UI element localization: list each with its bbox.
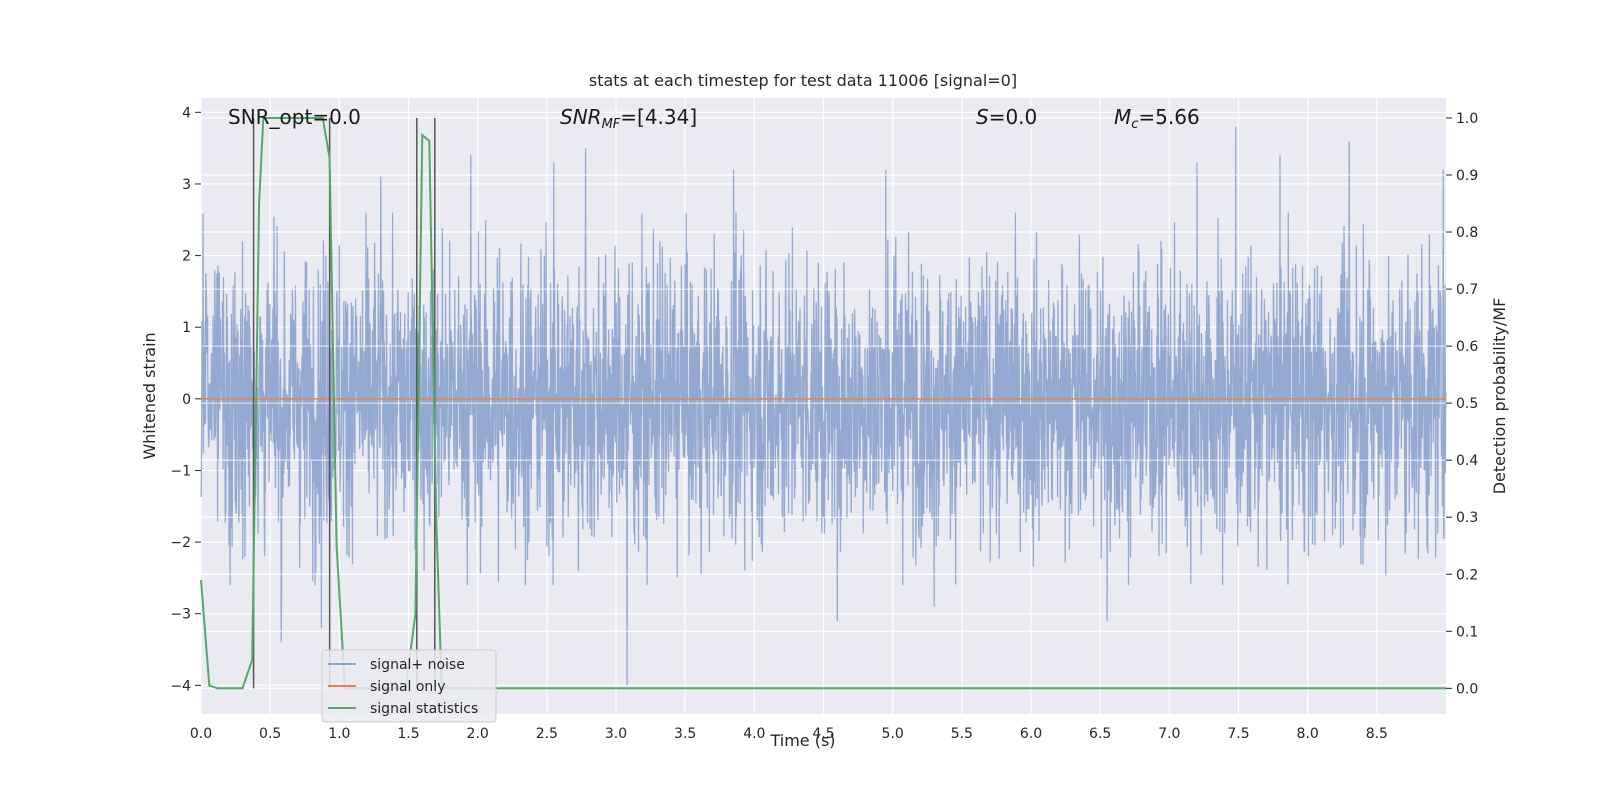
x-tick-label: 4.0 — [743, 726, 765, 742]
y2-axis-label: Detection probability/MF — [1490, 298, 1509, 495]
x-axis-ticks: 0.0 0.5 1.0 1.5 2.0 2.5 3.0 3.5 4.0 4.5 5.0 5.5 6.0 6… — [190, 726, 1388, 742]
annotation-snr-opt: SNR_opt=0.0 — [228, 105, 361, 129]
x-tick-label: 8.5 — [1366, 726, 1388, 742]
x-tick-label: 1.5 — [397, 726, 419, 742]
legend-label-signal-noise: signal+ noise — [370, 657, 465, 673]
x-tick-label: 0.5 — [259, 726, 281, 742]
series-signal-statistics — [200, 117, 1446, 690]
y2-tick-label: 0.5 — [1456, 396, 1478, 412]
snr-mf-sub: MF — [602, 117, 621, 132]
x-tick-label: 5.0 — [882, 726, 904, 742]
y2-tick-label: 0.1 — [1456, 624, 1478, 640]
y-tick-label: −2 — [170, 535, 191, 551]
annotation-mc: Mc=5.66 — [1114, 105, 1200, 132]
y2-tick-label: 0.9 — [1456, 168, 1478, 184]
y2-tick-label: 0.6 — [1456, 339, 1478, 355]
legend: signal+ noise signal only signal statist… — [321, 649, 497, 723]
y2-tick-label: 1.0 — [1456, 111, 1478, 127]
x-tick-label: 7.5 — [1227, 726, 1249, 742]
y-tick-label: −3 — [170, 607, 191, 623]
x-tick-label: 6.5 — [1089, 726, 1111, 742]
y2-tick-label: 0.0 — [1456, 681, 1478, 697]
y2-tick-label: 0.8 — [1456, 225, 1478, 241]
annotation-s: S=0.0 — [976, 105, 1037, 129]
mc-sub: c — [1131, 117, 1138, 132]
snr-mf-base: SNR — [560, 105, 602, 129]
y2-tick-label: 0.4 — [1456, 453, 1478, 469]
y-tick-label: 2 — [182, 249, 191, 265]
y-axis-ticks: 4 3 2 1 0 −1 −2 −3 −4 — [170, 105, 201, 694]
signal-statistics-line — [200, 117, 1446, 690]
s-value: =0.0 — [989, 105, 1038, 129]
s-base: S — [976, 105, 989, 129]
x-tick-label: 5.5 — [951, 726, 973, 742]
x-tick-label: 3.5 — [674, 726, 696, 742]
mc-base: M — [1114, 105, 1131, 129]
x-tick-label: 3.0 — [605, 726, 627, 742]
y2-axis-ticks: 1.0 0.9 0.8 0.7 0.6 0.5 0.4 0.3 0.2 0.1 0.0 — [1446, 111, 1478, 697]
annotation-snr-mf: SNRMF=[4.34] — [560, 105, 697, 132]
y-tick-label: −4 — [170, 678, 191, 694]
y-tick-label: 4 — [182, 105, 191, 121]
signal-noise-line — [200, 126, 1447, 686]
x-tick-label: 2.0 — [467, 726, 489, 742]
snr-mf-value: =[4.34] — [620, 105, 697, 129]
legend-label-signal-only: signal only — [370, 679, 445, 695]
legend-label-signal-statistics: signal statistics — [370, 701, 478, 717]
x-tick-label: 2.5 — [536, 726, 558, 742]
legend-box — [321, 649, 497, 723]
x-tick-label: 8.0 — [1297, 726, 1319, 742]
y2-tick-label: 0.3 — [1456, 510, 1478, 526]
y-tick-label: 3 — [182, 177, 191, 193]
x-tick-label: 6.0 — [1020, 726, 1042, 742]
y2-tick-label: 0.7 — [1456, 282, 1478, 298]
y-axis-label: Whitened strain — [140, 332, 159, 459]
x-axis-label: Time (s) — [769, 731, 835, 750]
x-tick-label: 4.5 — [812, 726, 834, 742]
x-tick-label: 7.0 — [1158, 726, 1180, 742]
mc-value: =5.66 — [1138, 105, 1199, 129]
y-tick-label: 0 — [182, 392, 191, 408]
y-tick-label: 1 — [182, 320, 191, 336]
chart-title: stats at each timestep for test data 110… — [589, 71, 1017, 90]
y2-tick-label: 0.2 — [1456, 567, 1478, 583]
x-tick-label: 1.0 — [328, 726, 350, 742]
x-tick-label: 0.0 — [190, 726, 212, 742]
y-tick-label: −1 — [170, 463, 191, 479]
